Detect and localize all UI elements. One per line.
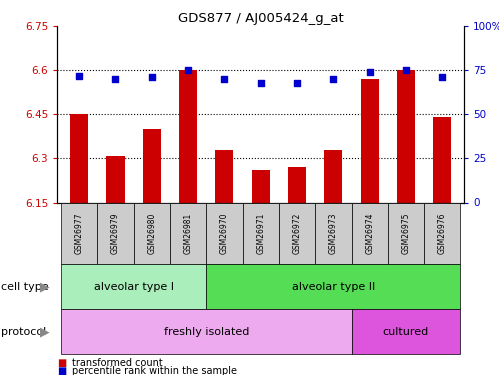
Text: cell type: cell type xyxy=(1,282,48,292)
Point xyxy=(221,76,229,82)
Text: GSM26980: GSM26980 xyxy=(147,213,156,254)
Point xyxy=(366,69,374,75)
Point xyxy=(293,80,301,86)
Bar xyxy=(70,114,88,202)
Text: ■: ■ xyxy=(57,358,67,368)
Text: GSM26972: GSM26972 xyxy=(292,213,301,254)
Bar xyxy=(179,70,197,202)
Point xyxy=(402,68,410,74)
Text: transformed count: transformed count xyxy=(72,358,163,368)
Text: GSM26971: GSM26971 xyxy=(256,213,265,254)
Point xyxy=(329,76,337,82)
Bar xyxy=(397,70,415,202)
Bar xyxy=(433,117,452,202)
Bar xyxy=(361,79,379,203)
Text: GSM26975: GSM26975 xyxy=(402,213,411,254)
Text: cultured: cultured xyxy=(383,327,429,337)
Point xyxy=(148,74,156,80)
Text: ▶: ▶ xyxy=(40,280,50,293)
Text: GSM26979: GSM26979 xyxy=(111,213,120,254)
Text: alveolar type II: alveolar type II xyxy=(292,282,375,292)
Text: ■: ■ xyxy=(57,366,67,375)
Text: GSM26970: GSM26970 xyxy=(220,213,229,254)
Point xyxy=(256,80,264,86)
Text: freshly isolated: freshly isolated xyxy=(164,327,249,337)
Point xyxy=(75,73,83,79)
Bar xyxy=(324,150,342,202)
Text: protocol: protocol xyxy=(1,327,46,337)
Bar xyxy=(106,156,125,203)
Title: GDS877 / AJ005424_g_at: GDS877 / AJ005424_g_at xyxy=(178,12,344,25)
Text: GSM26974: GSM26974 xyxy=(365,213,374,254)
Bar xyxy=(251,170,270,202)
Bar xyxy=(143,129,161,203)
Point xyxy=(438,74,446,80)
Text: percentile rank within the sample: percentile rank within the sample xyxy=(72,366,238,375)
Point xyxy=(111,76,119,82)
Text: GSM26981: GSM26981 xyxy=(184,213,193,254)
Text: GSM26976: GSM26976 xyxy=(438,213,447,254)
Bar xyxy=(288,167,306,202)
Text: GSM26977: GSM26977 xyxy=(75,213,84,254)
Bar xyxy=(216,150,234,202)
Text: alveolar type I: alveolar type I xyxy=(94,282,174,292)
Text: ▶: ▶ xyxy=(40,326,50,338)
Point xyxy=(184,68,192,74)
Text: GSM26973: GSM26973 xyxy=(329,213,338,254)
